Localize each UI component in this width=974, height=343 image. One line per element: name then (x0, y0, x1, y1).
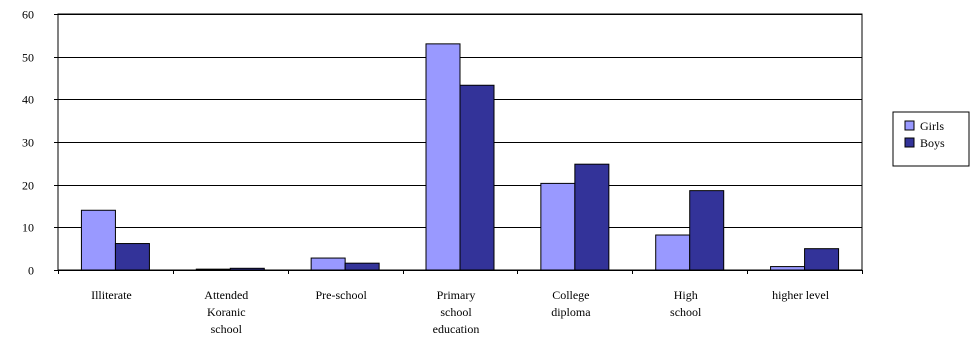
bar-boys-0 (114, 243, 150, 271)
x-category-label: Illiterate (91, 288, 132, 302)
y-tick-label: 50 (22, 51, 34, 65)
y-tick-label: 0 (28, 264, 34, 278)
legend-swatch-boys (904, 137, 915, 148)
bar-girls-5 (655, 234, 691, 271)
bar-girls-4 (540, 182, 576, 271)
x-category-label: Primary school education (433, 288, 480, 336)
y-tick-label: 10 (22, 221, 34, 235)
y-tick-label: 20 (22, 179, 34, 193)
bar-girls-3 (425, 43, 461, 271)
bar-boys-4 (574, 163, 610, 271)
bar-boys-3 (459, 84, 495, 271)
x-category-label: College diploma (551, 288, 591, 319)
x-category-label: Pre-school (315, 288, 367, 302)
y-tick-label: 60 (22, 8, 34, 22)
x-category-label: Attended Koranic school (204, 288, 248, 336)
y-tick-label: 40 (22, 93, 34, 107)
bar-boys-5 (689, 190, 725, 271)
bar-girls-0 (80, 209, 116, 271)
bar-girls-2 (310, 257, 346, 271)
bars (80, 43, 840, 271)
y-tick-label: 30 (22, 136, 34, 150)
x-axis-labels: Illiterate Attended Koranic school Pre-schoo… (91, 288, 830, 336)
x-category-label: High school (670, 288, 702, 319)
legend-swatch-girls (904, 120, 915, 131)
bar-girls-6 (770, 266, 806, 271)
legend: Girls Boys (892, 111, 970, 167)
bar-boys-2 (344, 262, 380, 271)
legend-label-girls: Girls (920, 119, 944, 133)
y-axis-ticks: 0 10 20 30 40 50 60 (22, 8, 58, 278)
legend-label-boys: Boys (920, 136, 945, 150)
bar-boys-6 (804, 248, 840, 271)
x-category-label: higher level (772, 288, 830, 302)
